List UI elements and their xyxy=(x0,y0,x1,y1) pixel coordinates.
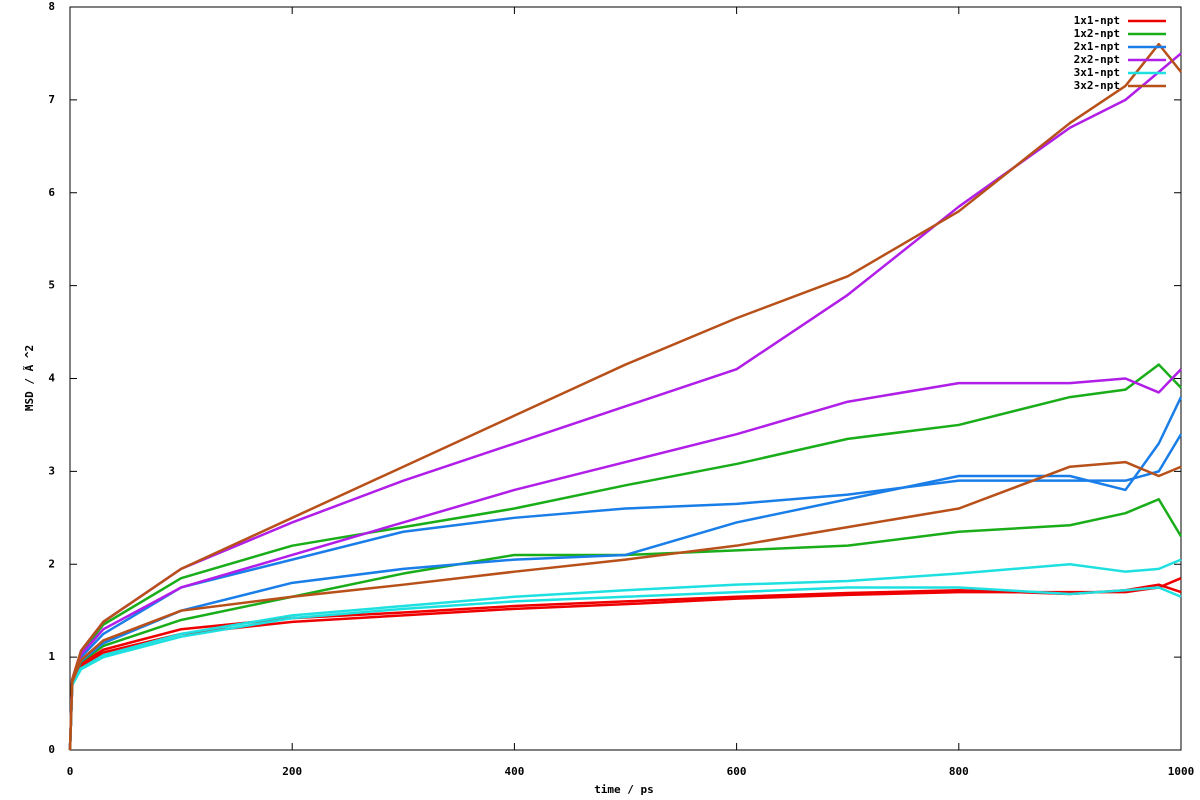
series-line xyxy=(68,52,1182,751)
series-line xyxy=(68,368,1182,751)
legend-label: 3x1-npt xyxy=(1074,66,1120,79)
x-tick-label: 400 xyxy=(504,765,524,778)
x-tick-label: 0 xyxy=(67,765,74,778)
y-tick-label: 7 xyxy=(48,93,55,106)
y-tick-label: 3 xyxy=(48,464,55,477)
y-tick-label: 8 xyxy=(48,0,55,13)
y-tick-label: 4 xyxy=(48,372,55,385)
y-axis-label: MSD / Ã ^2 xyxy=(23,345,36,411)
x-axis-label: time / ps xyxy=(594,783,654,796)
series-line xyxy=(68,42,1182,751)
legend-label: 2x1-npt xyxy=(1074,40,1120,53)
plot-frame xyxy=(69,6,1182,751)
series-line xyxy=(68,497,1183,751)
legend-label: 1x2-npt xyxy=(1074,27,1120,40)
legend-label: 3x2-npt xyxy=(1074,79,1120,92)
x-tick-label: 600 xyxy=(727,765,747,778)
y-tick-label: 6 xyxy=(48,186,55,199)
x-tick-label: 200 xyxy=(282,765,302,778)
series-line xyxy=(68,363,1182,751)
series-line xyxy=(68,558,1182,751)
y-tick-label: 1 xyxy=(48,650,55,663)
x-tick-label: 1000 xyxy=(1168,765,1195,778)
series-line xyxy=(68,586,1182,751)
legend-label: 1x1-npt xyxy=(1074,14,1120,27)
y-tick-label: 0 xyxy=(48,743,55,756)
series-line xyxy=(68,433,1183,751)
series-line xyxy=(68,396,1183,751)
y-tick-label: 2 xyxy=(48,557,55,570)
x-tick-label: 800 xyxy=(949,765,969,778)
y-tick-label: 5 xyxy=(48,279,55,292)
legend-label: 2x2-npt xyxy=(1074,53,1120,66)
series-line xyxy=(68,460,1182,751)
